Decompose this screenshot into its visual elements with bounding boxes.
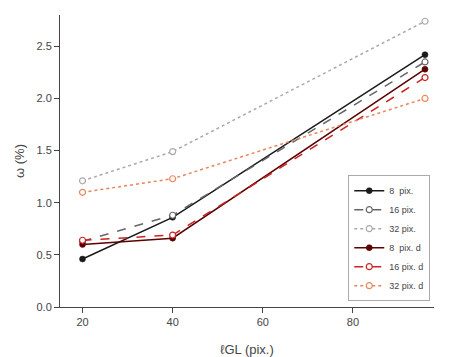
svg-text:20: 20 [76,316,88,328]
svg-text:8 pix. d: 8 pix. d [389,243,421,253]
svg-text:40: 40 [167,316,179,328]
svg-text:0.5: 0.5 [37,249,52,261]
svg-text:32 pix.: 32 pix. [389,224,416,234]
svg-text:0.0: 0.0 [37,301,52,313]
svg-text:8 pix.: 8 pix. [389,186,413,196]
svg-text:ℓGL (pix.): ℓGL (pix.) [220,342,274,357]
svg-text:2.5: 2.5 [37,40,52,52]
svg-text:1.0: 1.0 [37,197,52,209]
svg-text:32 pix. d: 32 pix. d [389,281,423,291]
svg-text:16 pix. d: 16 pix. d [389,262,423,272]
svg-text:1.5: 1.5 [37,144,52,156]
svg-text:2.0: 2.0 [37,92,52,104]
svg-text:60: 60 [257,316,269,328]
svg-text:ω (%): ω (%) [12,144,27,178]
svg-text:80: 80 [347,316,359,328]
svg-text:16 pix.: 16 pix. [389,205,416,215]
